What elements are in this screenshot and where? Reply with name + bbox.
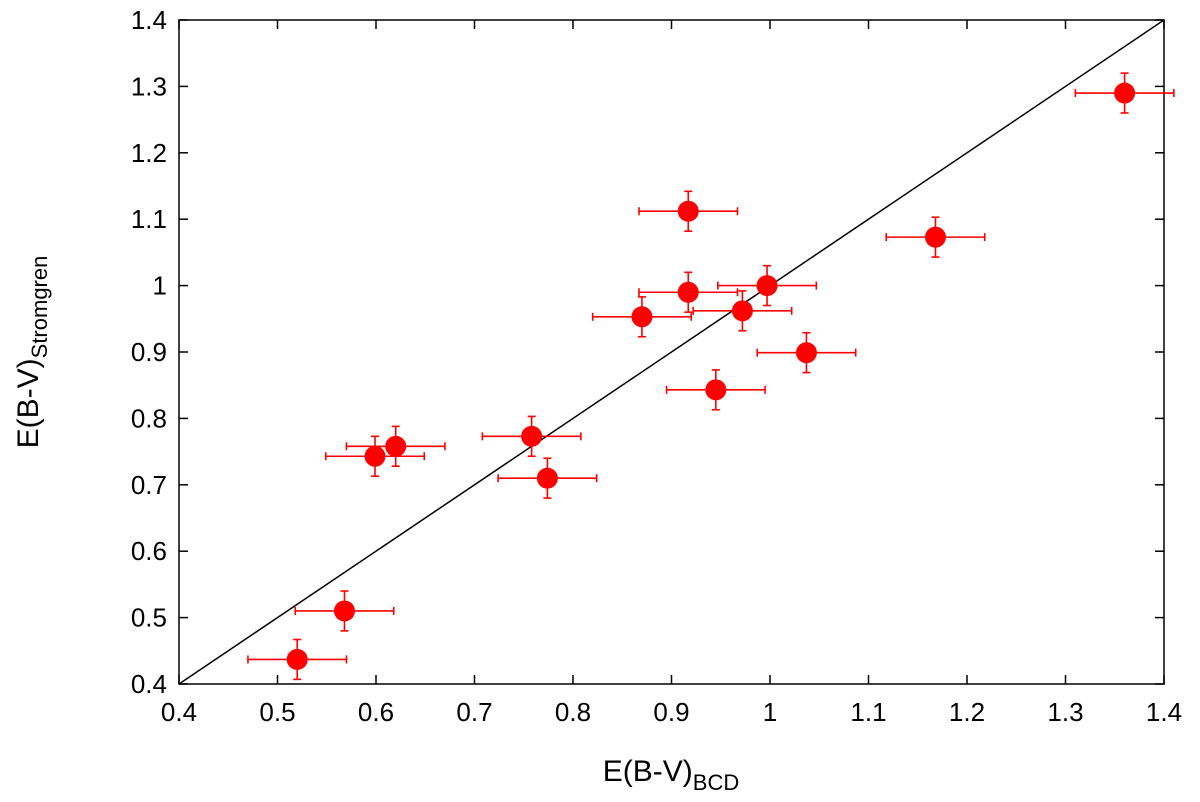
data-marker xyxy=(1114,82,1136,104)
data-point xyxy=(324,435,426,477)
data-marker xyxy=(677,200,699,222)
y-tick-label: 0.6 xyxy=(131,536,167,566)
y-axis-title-main: E(B-V) xyxy=(12,358,45,448)
data-point xyxy=(638,190,739,232)
y-tick-label: 0.4 xyxy=(131,669,167,699)
y-tick-label: 0.7 xyxy=(131,470,167,500)
data-marker xyxy=(631,306,653,328)
data-point xyxy=(497,457,598,499)
data-marker xyxy=(705,379,727,401)
data-marker xyxy=(756,275,778,297)
y-tick-label: 1.2 xyxy=(131,138,167,168)
y-axis-title-sub: Stromgren xyxy=(27,256,52,359)
x-tick-label: 0.4 xyxy=(161,697,197,727)
y-axis-title: E(B-V)Stromgren xyxy=(12,256,52,449)
data-marker xyxy=(731,300,753,322)
x-tick-label: 0.8 xyxy=(555,697,591,727)
data-marker xyxy=(286,648,308,670)
x-tick-label: 0.6 xyxy=(358,697,394,727)
x-tick-label: 0.5 xyxy=(259,697,295,727)
data-point xyxy=(247,638,348,681)
data-marker xyxy=(795,342,817,364)
y-tick-label: 0.5 xyxy=(131,603,167,633)
data-marker xyxy=(536,467,558,489)
data-marker xyxy=(924,226,946,248)
data-point xyxy=(481,415,582,458)
x-tick-label: 0.9 xyxy=(653,697,689,727)
data-point xyxy=(591,296,693,338)
data-point xyxy=(756,331,857,374)
y-tick-label: 1.1 xyxy=(131,204,167,234)
x-tick-label: 1.3 xyxy=(1047,697,1083,727)
tick-labels: 0.4 0.5 0.6 0.7 0.8 0.9 1 1.1 1.2 1.3 1.4 0.4 0.5 0.6… xyxy=(131,5,1182,727)
x-axis-title-sub: BCD xyxy=(693,770,739,795)
x-tick-label: 1.4 xyxy=(1146,697,1182,727)
data-point xyxy=(665,369,766,411)
data-point xyxy=(885,216,986,258)
y-tick-label: 1.4 xyxy=(131,5,167,35)
data-point xyxy=(716,264,818,307)
y-tick-label: 0.8 xyxy=(131,403,167,433)
data-marker xyxy=(385,435,407,457)
x-tick-label: 0.7 xyxy=(456,697,492,727)
data-marker xyxy=(333,600,355,622)
data-marker xyxy=(521,425,543,447)
y-tick-label: 0.9 xyxy=(131,337,167,367)
data-marker xyxy=(364,445,386,467)
one-to-one-line xyxy=(178,19,1165,685)
x-tick-label: 1.2 xyxy=(949,697,985,727)
data-point xyxy=(638,271,739,313)
data-point xyxy=(294,590,395,632)
x-axis-title: E(B-V)BCD xyxy=(603,755,739,795)
x-axis-title-main: E(B-V) xyxy=(603,755,693,788)
x-tick-label: 1.1 xyxy=(850,697,886,727)
axis-ticks xyxy=(178,19,1165,685)
data-point xyxy=(1074,72,1175,114)
y-tick-label: 1.3 xyxy=(131,71,167,101)
data-point xyxy=(345,425,446,468)
data-points xyxy=(247,72,1175,681)
x-tick-label: 1 xyxy=(763,697,777,727)
y-tick-label: 1 xyxy=(153,271,167,301)
data-point xyxy=(692,290,793,332)
data-marker xyxy=(677,281,699,303)
